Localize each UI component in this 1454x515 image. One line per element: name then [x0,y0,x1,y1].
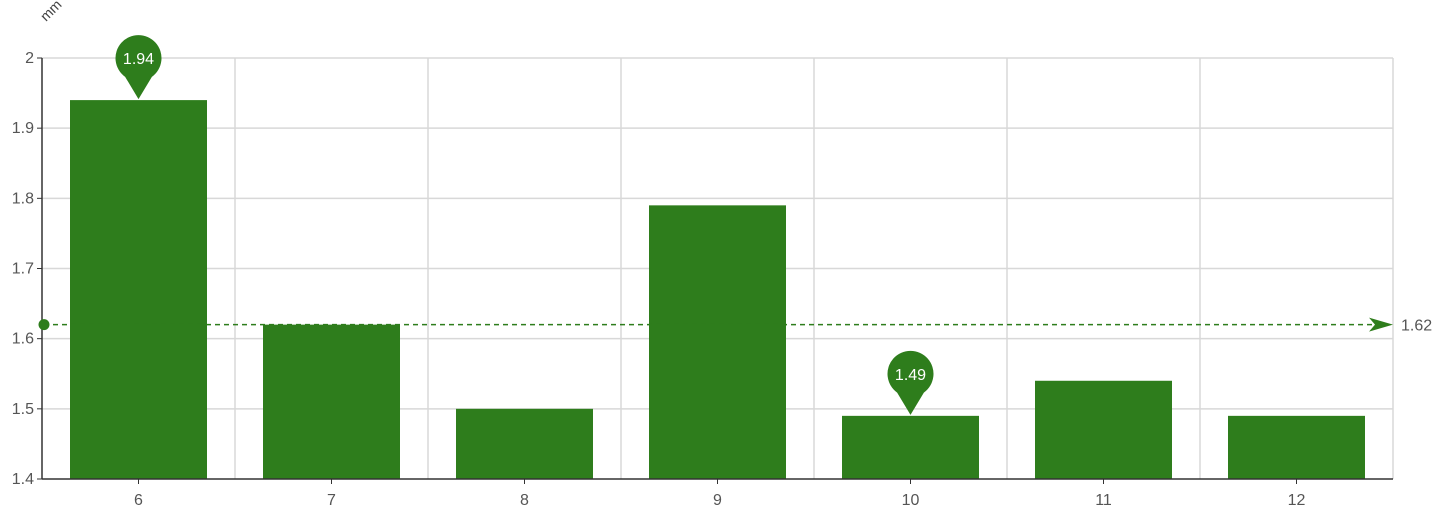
bar-8[interactable] [456,408,593,479]
y-tick-label: 1.8 [12,190,34,207]
average-line-label: 1.62 [1401,318,1432,335]
y-tick-label: 1.9 [12,120,34,137]
markpoint-max[interactable]: 1.94 [115,35,162,100]
markpoint-min[interactable]: 1.49 [887,350,934,415]
average-line-arrow [1369,317,1393,332]
bar-10[interactable] [842,415,979,479]
bar-6[interactable] [70,100,207,479]
x-tick-label: 12 [1288,492,1306,509]
markpoint-label: 1.49 [895,367,926,384]
x-tick-label: 9 [713,492,722,509]
y-tick-label: 1.6 [12,331,34,348]
y-tick-label: 2 [25,50,34,67]
bar-11[interactable] [1035,380,1172,479]
y-tick-label: 1.4 [12,471,34,488]
x-tick-label: 6 [134,492,143,509]
bar-9[interactable] [649,205,786,479]
axis-layer: 1.4 1.5 1.6 1.7 1.8 1.9 2 6 7 8 9 10 11 12 [12,50,1393,509]
x-tick-label: 11 [1095,492,1112,509]
markpoint-label: 1.94 [123,51,154,68]
markpoint-pin-shape [887,350,934,415]
x-tick-label: 7 [327,492,336,509]
x-tick-label: 8 [520,492,529,509]
bars-layer [70,100,1365,479]
x-tick-label: 10 [902,492,920,509]
average-markline-layer: 1.62 [38,317,1432,335]
y-tick-label: 1.7 [12,261,34,278]
bar-12[interactable] [1228,415,1365,479]
y-axis-unit-label: mm [37,0,65,24]
bar-7[interactable] [263,324,400,479]
markpoint-pin-shape [115,35,162,100]
markpoint-layer: 1.94 1.49 [115,35,934,415]
y-tick-label: 1.5 [12,401,34,418]
